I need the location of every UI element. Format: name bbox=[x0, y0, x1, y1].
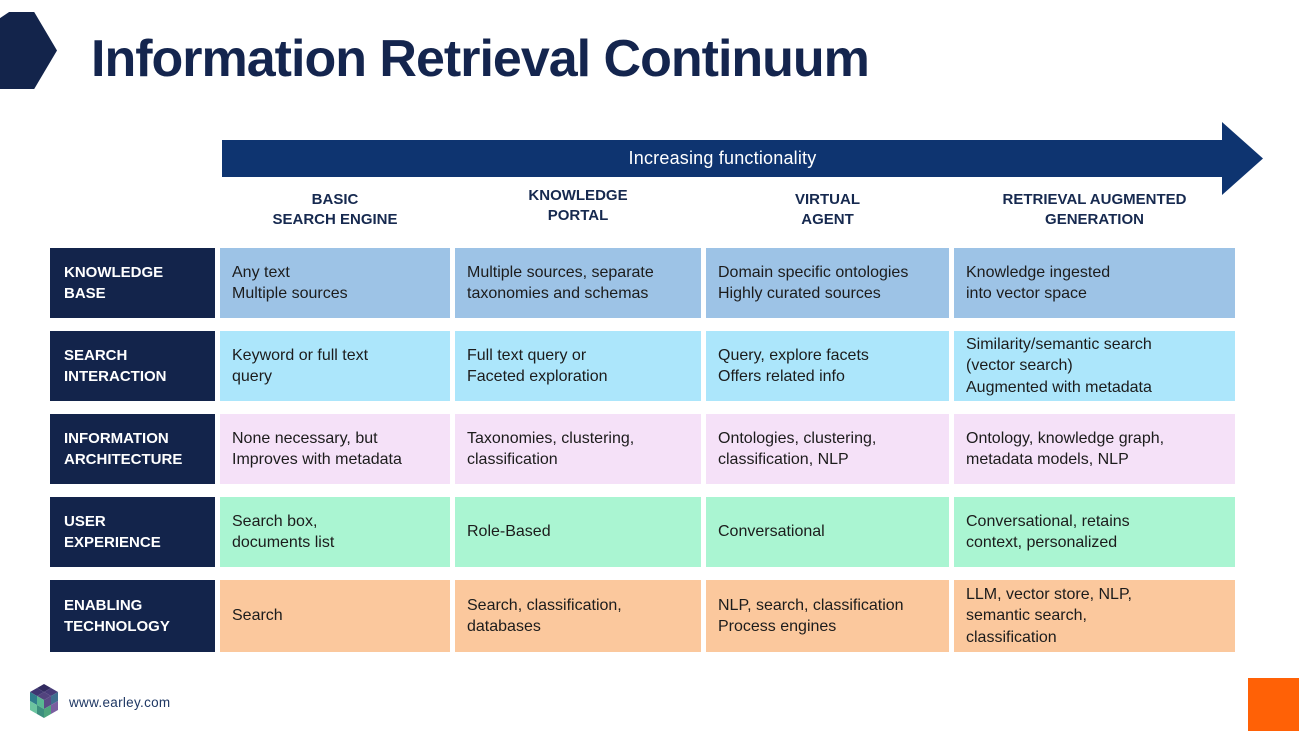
page-title: Information Retrieval Continuum bbox=[91, 30, 870, 88]
table-cell: Search bbox=[220, 580, 450, 652]
table-cell: Knowledge ingested into vector space bbox=[954, 248, 1235, 318]
table-cell: LLM, vector store, NLP, semantic search,… bbox=[954, 580, 1235, 652]
table-cell: Any text Multiple sources bbox=[220, 248, 450, 318]
table-cell: Conversational bbox=[706, 497, 949, 567]
table-cell: Search box, documents list bbox=[220, 497, 450, 567]
row-header-enabling-technology: ENABLING TECHNOLOGY bbox=[50, 580, 215, 652]
table-cell: Domain specific ontologies Highly curate… bbox=[706, 248, 949, 318]
table-cell: NLP, search, classification Process engi… bbox=[706, 580, 949, 652]
row-header-search-interaction: SEARCH INTERACTION bbox=[50, 331, 215, 401]
increasing-functionality-banner: Increasing functionality bbox=[222, 140, 1223, 177]
column-header-virtual-agent: VIRTUAL AGENT bbox=[795, 190, 860, 228]
table-cell: Conversational, retains context, persona… bbox=[954, 497, 1235, 567]
footer-website-link[interactable]: www.earley.com bbox=[69, 695, 171, 710]
table-cell: Query, explore facets Offers related inf… bbox=[706, 331, 949, 401]
table-cell: Multiple sources, separate taxonomies an… bbox=[455, 248, 701, 318]
table-cell: Taxonomies, clustering, classification bbox=[455, 414, 701, 484]
column-header-basic-search-engine: BASIC SEARCH ENGINE bbox=[272, 190, 398, 228]
title-chevron-icon bbox=[0, 12, 57, 89]
column-header-retrieval-augmented-generation: RETRIEVAL AUGMENTED GENERATION bbox=[1002, 190, 1187, 228]
table-cell: Role-Based bbox=[455, 497, 701, 567]
spacer-cell bbox=[50, 185, 215, 235]
banner-label: Increasing functionality bbox=[628, 148, 817, 168]
row-header-information-architecture: INFORMATION ARCHITECTURE bbox=[50, 414, 215, 484]
column-header-knowledge-portal: KNOWLEDGE PORTAL bbox=[528, 187, 628, 225]
table-cell: Search, classification, databases bbox=[455, 580, 701, 652]
table-cell: Ontologies, clustering, classification, … bbox=[706, 414, 949, 484]
row-header-knowledge-base: KNOWLEDGE BASE bbox=[50, 248, 215, 318]
table-cell: Full text query or Faceted exploration bbox=[455, 331, 701, 401]
row-header-user-experience: USER EXPERIENCE bbox=[50, 497, 215, 567]
table-cell: Ontology, knowledge graph, metadata mode… bbox=[954, 414, 1235, 484]
corner-accent-square bbox=[1248, 678, 1299, 731]
table-cell: None necessary, but Improves with metada… bbox=[220, 414, 450, 484]
table-cell: Keyword or full text query bbox=[220, 331, 450, 401]
comparison-table: BASIC SEARCH ENGINE KNOWLEDGE PORTAL VIR… bbox=[50, 185, 1235, 652]
earley-cube-logo-icon bbox=[30, 684, 58, 718]
table-cell: Similarity/semantic search (vector searc… bbox=[954, 331, 1235, 401]
